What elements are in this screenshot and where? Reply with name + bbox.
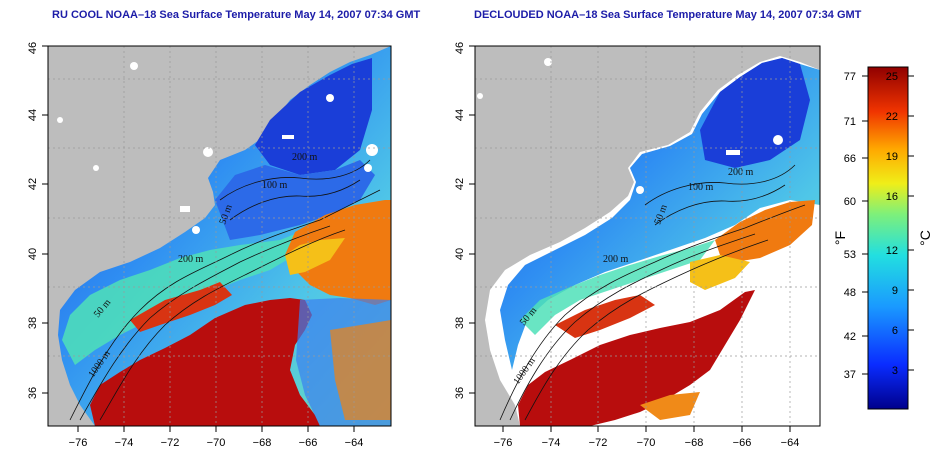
colorbar-c-3: 3 — [892, 365, 898, 377]
right-lon-axis: −76 −74 −72 −70 −68 −66 −64 — [494, 426, 800, 449]
right-map: 50 m 200 m 1000 m 50 m 200 m 100 m — [475, 46, 820, 426]
right-lon-66: −66 — [733, 437, 752, 449]
right-orange-patch — [640, 392, 700, 420]
colorbar-f-71: 71 — [844, 116, 856, 128]
colorbar-f-60: 60 — [844, 196, 856, 208]
right-lon-68: −68 — [685, 437, 704, 449]
left-lon-70: −70 — [207, 437, 226, 449]
colorbar-c-19: 19 — [886, 151, 898, 163]
right-land — [475, 46, 820, 426]
left-lon-74: −74 — [115, 437, 134, 449]
colorbar-c-16: 16 — [886, 191, 898, 203]
colorbar: 77 71 66 60 53 48 42 37 25 22 19 16 12 9… — [832, 66, 933, 410]
right-panel-title: DECLOUDED NOAA–18 Sea Surface Temperatur… — [474, 9, 862, 21]
right-shelf-water — [520, 240, 715, 335]
colorbar-c-6: 6 — [892, 325, 898, 337]
left-gulf-of-maine — [215, 160, 375, 240]
left-clouds — [57, 62, 378, 234]
left-lat-36: 36 — [27, 387, 39, 399]
right-lat-46: 46 — [454, 42, 466, 54]
right-gulf-stream — [518, 290, 755, 426]
left-lat-40: 40 — [27, 248, 39, 260]
left-warm-slope-water — [285, 200, 391, 305]
right-lat-axis: 36 38 40 42 44 46 — [454, 42, 475, 399]
left-lat-axis: 36 38 40 42 44 46 — [27, 42, 48, 399]
colorbar-fahrenheit-label: °F — [832, 231, 848, 245]
right-isobath-label-200: 200 m — [603, 254, 629, 265]
right-lon-76: −76 — [494, 437, 513, 449]
right-clouds — [477, 58, 783, 194]
left-isobath-label-200b: 200 m — [292, 152, 318, 163]
right-lat-42: 42 — [454, 178, 466, 190]
left-isobaths — [69, 159, 381, 421]
left-lon-66: −66 — [299, 437, 318, 449]
right-isobaths — [499, 164, 806, 421]
colorbar-f-66: 66 — [844, 153, 856, 165]
right-frame — [474, 45, 821, 427]
right-lon-72: −72 — [589, 437, 608, 449]
right-lat-40: 40 — [454, 248, 466, 260]
left-isobath-label-100: 100 m — [262, 180, 288, 191]
left-gulf-stream-edge — [130, 282, 232, 332]
colorbar-f-42: 42 — [844, 331, 856, 343]
colorbar-f-48: 48 — [844, 287, 856, 299]
left-lat-44: 44 — [27, 109, 39, 121]
right-isobath-label-100: 100 m — [688, 182, 714, 193]
right-lon-64: −64 — [781, 437, 800, 449]
right-isobath-label-200b: 200 m — [728, 167, 754, 178]
left-lon-68: −68 — [253, 437, 272, 449]
left-yellow-front — [285, 238, 345, 275]
left-graticule — [48, 46, 391, 426]
colorbar-f-53: 53 — [844, 249, 856, 261]
left-lon-axis: −76 −74 −72 −70 −68 −66 −64 — [69, 426, 364, 449]
colorbar-c-9: 9 — [892, 285, 898, 297]
left-lat-42: 42 — [27, 178, 39, 190]
left-lat-38: 38 — [27, 317, 39, 329]
left-lon-76: −76 — [69, 437, 88, 449]
left-gulf-stream — [90, 298, 320, 426]
left-frame — [47, 45, 392, 427]
right-graticule — [475, 46, 820, 426]
left-cold-water — [255, 58, 372, 175]
colorbar-f-77: 77 — [844, 71, 856, 83]
left-lon-64: −64 — [345, 437, 364, 449]
left-lon-72: −72 — [161, 437, 180, 449]
right-lon-70: −70 — [637, 437, 656, 449]
colorbar-c-25: 25 — [886, 71, 898, 83]
colorbar-gradient — [867, 66, 909, 410]
right-lat-36: 36 — [454, 387, 466, 399]
right-lat-38: 38 — [454, 317, 466, 329]
left-orange-patch — [330, 320, 391, 420]
colorbar-c-12: 12 — [886, 245, 898, 257]
right-lon-74: −74 — [542, 437, 561, 449]
left-lat-46: 46 — [27, 42, 39, 54]
right-lat-44: 44 — [454, 109, 466, 121]
colorbar-f-37: 37 — [844, 369, 856, 381]
colorbar-celsius-label: °C — [917, 230, 933, 246]
left-map: 50 m 200 m 1000 m 50 m 200 m 100 m — [48, 46, 391, 426]
left-panel-title: RU COOL NOAA–18 Sea Surface Temperature … — [52, 9, 421, 21]
right-warm-slope-water — [715, 200, 815, 262]
colorbar-c-22: 22 — [886, 111, 898, 123]
left-isobath-label-200: 200 m — [178, 254, 204, 265]
